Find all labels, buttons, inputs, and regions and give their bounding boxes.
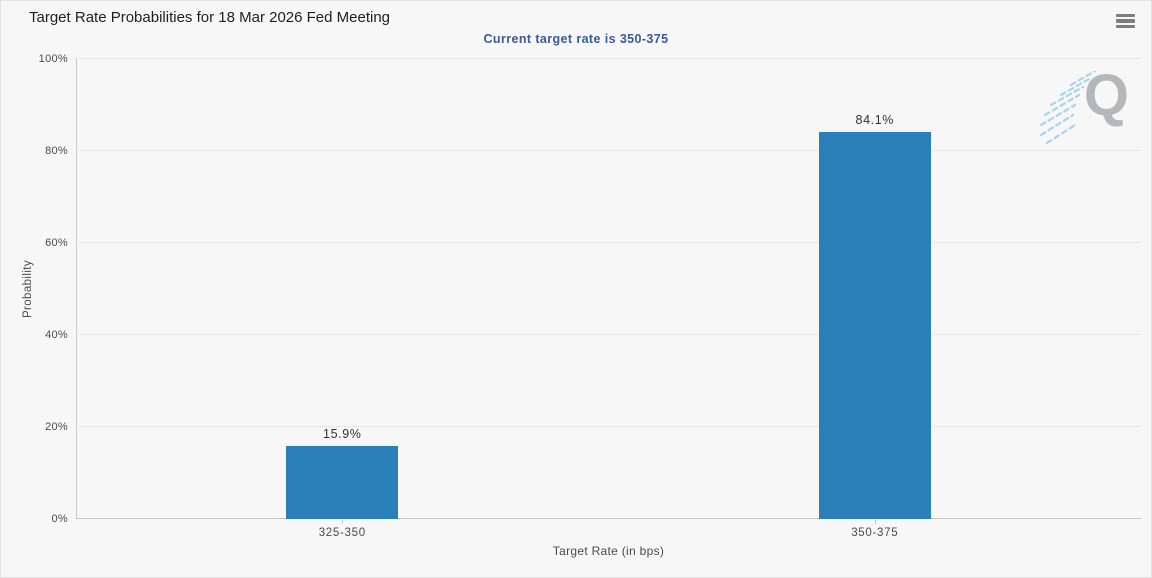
x-category-label: 325-350 (318, 527, 366, 539)
bar-slot: 84.1% (818, 59, 931, 519)
gridline (76, 334, 1141, 335)
bar-value-label: 84.1% (855, 113, 894, 128)
probability-bar[interactable] (818, 132, 931, 519)
x-axis-baseline (76, 518, 1141, 519)
y-tick-label: 40% (45, 329, 68, 341)
y-tick-label: 80% (45, 145, 68, 157)
bar-slot: 15.9% (286, 59, 399, 519)
x-tick-mark (874, 520, 876, 524)
watermark-q-letter: Q (1083, 63, 1129, 128)
chart-title: Target Rate Probabilities for 18 Mar 202… (29, 9, 391, 26)
bar-value-label: 15.9% (323, 426, 362, 441)
hamburger-menu-icon (1115, 19, 1135, 23)
gridline (76, 150, 1141, 151)
y-tick-label: 60% (45, 237, 68, 249)
watermark-speed-lines-icon (1039, 71, 1097, 145)
x-axis-title: Target Rate (in bps) (552, 544, 665, 558)
chart-context-menu-button[interactable] (1112, 10, 1138, 32)
quikstrike-watermark: Q (1037, 67, 1137, 145)
x-category-label: 350-375 (851, 527, 899, 539)
hamburger-menu-icon (1115, 24, 1135, 29)
y-axis-line (76, 59, 77, 519)
y-axis-title: Probability (22, 259, 34, 319)
gridline (76, 58, 1141, 59)
y-tick-label: 20% (45, 421, 68, 433)
x-tick-mark (342, 520, 344, 524)
chart-subtitle: Current target rate is 350-375 (483, 32, 669, 46)
plot-area: Q 15.9% 84.1% (76, 58, 1141, 519)
y-tick-label: 100% (38, 53, 68, 65)
gridline (76, 426, 1141, 427)
hamburger-menu-icon (1115, 13, 1135, 18)
probability-bar[interactable] (286, 445, 399, 519)
y-tick-label: 0% (51, 513, 68, 525)
gridline (76, 242, 1141, 243)
